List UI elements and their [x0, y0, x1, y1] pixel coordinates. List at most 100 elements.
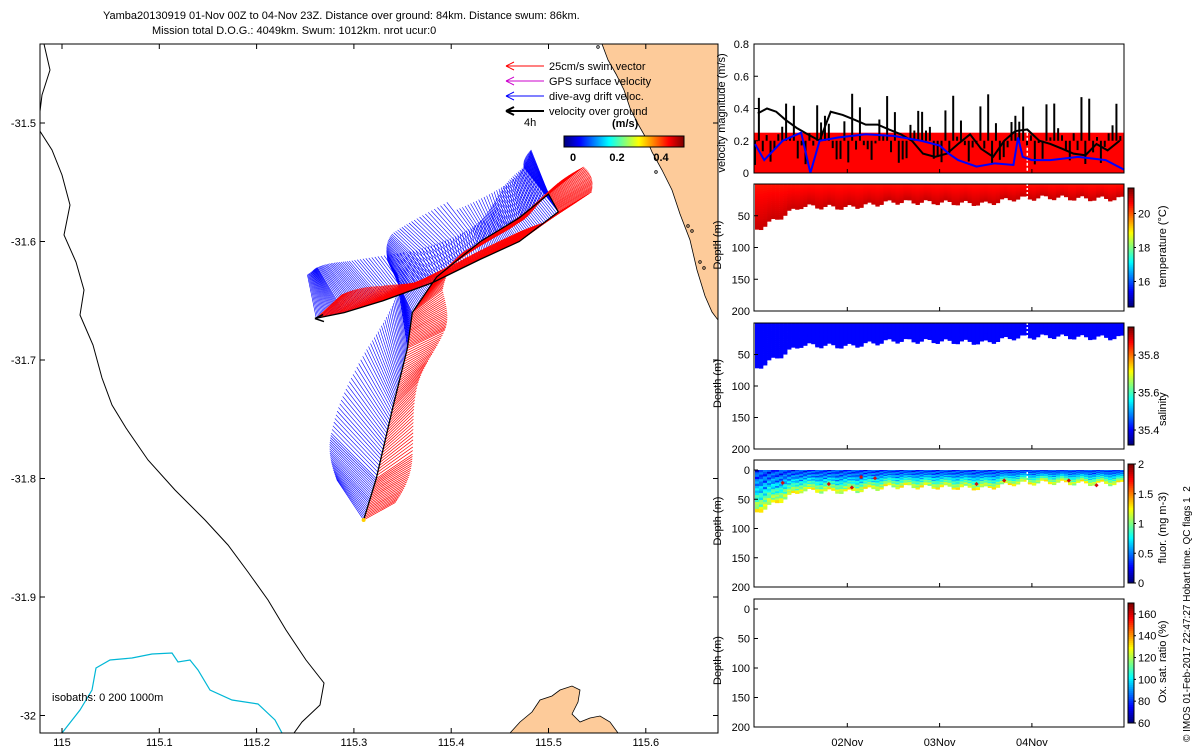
section-cell: [871, 195, 876, 199]
section-cell: [895, 189, 900, 192]
colorbar-cell: [1128, 352, 1134, 356]
section-cell: [871, 340, 876, 343]
section-cell: [859, 329, 864, 332]
section-cell: [819, 201, 824, 205]
section-cell: [899, 192, 904, 195]
section-cell: [875, 193, 880, 196]
section-cell: [863, 185, 868, 188]
section-cell: [763, 472, 768, 476]
section-cell: [895, 201, 900, 204]
map-x-tick-label: 115.4: [438, 737, 465, 749]
drift-vector: [338, 407, 382, 457]
section-cell: [791, 476, 796, 479]
colorbar-cell: [1128, 435, 1134, 438]
section-cell: [987, 340, 993, 343]
section-cell: [855, 323, 860, 326]
section-cell: [831, 471, 836, 474]
drift-vector: [399, 252, 421, 288]
section-cell: [875, 185, 880, 188]
section-cell: [839, 344, 844, 348]
section-cell: [823, 331, 828, 334]
section-cell: [899, 199, 904, 202]
section-cell: [787, 205, 792, 208]
section-cell: [911, 190, 916, 193]
section-cell: [783, 187, 788, 191]
section-cell: [971, 192, 977, 195]
section-cell: [803, 482, 808, 485]
section-cell: [859, 486, 864, 489]
section-cell: [763, 474, 768, 478]
swim-vector: [395, 369, 424, 395]
map-colorbar-cell: [614, 136, 616, 147]
section-cell: [891, 200, 896, 203]
section-cell: [779, 345, 784, 349]
section-cell: [875, 201, 880, 205]
section-cell: [767, 477, 772, 481]
section-cell: [995, 200, 1001, 203]
drift-vector: [356, 366, 391, 421]
section-cell: [951, 199, 956, 202]
section-cell: [835, 327, 840, 330]
section-cell: [795, 471, 800, 474]
section-cell: [795, 478, 800, 482]
section-cell: [799, 481, 804, 484]
section-cell: [895, 184, 900, 187]
section-cell: [767, 484, 772, 489]
section-cell: [799, 342, 804, 346]
section-cell: [795, 346, 800, 349]
section-cell: [831, 197, 836, 200]
swim-vector: [407, 328, 446, 347]
swim-vector: [469, 237, 508, 265]
map-colorbar-cell: [573, 136, 575, 147]
section-cell: [755, 191, 760, 195]
swim-vector: [342, 285, 379, 314]
swim-vector: [549, 169, 587, 197]
section-cell: [803, 331, 808, 334]
section-cell: [911, 189, 916, 192]
section-cell: [767, 499, 772, 504]
colorbar-cell: [1128, 199, 1134, 203]
section-cell: [819, 185, 824, 188]
section-cell: [875, 338, 880, 341]
section-cell: [931, 192, 936, 195]
section-cell: [975, 186, 981, 189]
section-cell: [823, 477, 828, 481]
section-cell: [811, 329, 816, 332]
section-cell: [875, 336, 880, 339]
section-cell: [859, 487, 864, 490]
section-cell: [803, 197, 808, 200]
section-cell: [955, 202, 960, 205]
section-cell: [1007, 198, 1013, 201]
swim-vector: [383, 418, 414, 447]
section-cell: [811, 197, 816, 200]
section-cell: [875, 323, 880, 326]
map-colorbar-cell: [661, 136, 663, 147]
section-cell: [779, 216, 784, 220]
section-cell: [951, 341, 956, 344]
colorbar-cell: [1128, 372, 1134, 375]
section-cell: [895, 198, 900, 201]
section-cell: [763, 341, 768, 345]
section-cell: [811, 195, 816, 198]
section-cell: [875, 194, 880, 197]
colorbar-cell: [1128, 299, 1134, 302]
section-cell: [787, 188, 792, 191]
section-cell: [863, 192, 868, 195]
section-cell: [1011, 199, 1017, 202]
section-cell: [843, 488, 848, 491]
section-cell: [931, 187, 936, 190]
section-cell: [823, 476, 828, 479]
section-cell: [771, 341, 776, 345]
drift-vector: [467, 204, 488, 238]
section-cell: [859, 192, 864, 196]
section-cell: [755, 323, 760, 327]
depth-tick-label: 100: [732, 243, 750, 255]
section-cell: [915, 324, 920, 327]
section-cell: [967, 195, 972, 198]
drift-vector: [406, 224, 451, 266]
section-cell: [799, 328, 804, 331]
section-cell: [855, 187, 860, 191]
section-cell: [767, 339, 772, 343]
section-cell: [847, 334, 852, 337]
section-cell: [775, 187, 780, 191]
